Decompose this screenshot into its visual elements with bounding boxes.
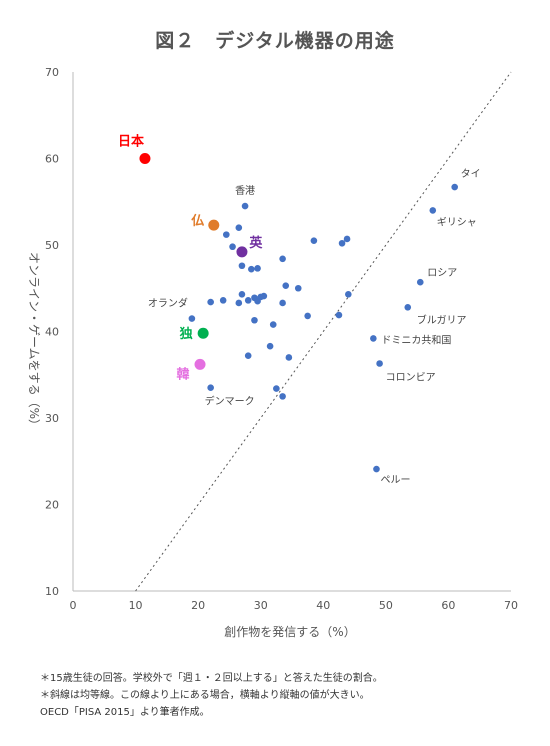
x-tick-label: 10 bbox=[129, 599, 143, 612]
highlight-point bbox=[139, 153, 151, 164]
point-label: オランダ bbox=[148, 297, 188, 310]
footnote-1: ＊15歳生徒の回答。学校外で「週１・２回以上する」と答えた生徒の割合。 bbox=[40, 673, 383, 684]
data-point bbox=[310, 237, 318, 244]
highlight-label: 英 bbox=[248, 235, 263, 251]
point-label: タイ bbox=[461, 168, 481, 180]
data-point bbox=[273, 385, 280, 392]
y-tick-label: 40 bbox=[45, 326, 59, 339]
point-label: コロンビア bbox=[386, 372, 436, 384]
data-point bbox=[282, 282, 290, 289]
data-point bbox=[254, 265, 261, 272]
data-point bbox=[343, 235, 351, 243]
data-point bbox=[404, 303, 412, 311]
source-note: OECD「PISA 2015」より筆者作成。 bbox=[40, 707, 210, 718]
data-point bbox=[279, 393, 286, 400]
data-point bbox=[373, 465, 380, 473]
point-label: ギリシャ bbox=[437, 216, 477, 228]
highlight-point bbox=[197, 327, 209, 339]
data-point bbox=[223, 231, 230, 238]
axes: 0 10 20 30 40 50 60 70 10 20 30 40 50 60 70 創作物を発信する（%）… bbox=[27, 66, 518, 639]
highlight-label: 韓 bbox=[177, 366, 190, 382]
highlight-label: 日本 bbox=[118, 134, 144, 150]
data-point bbox=[238, 291, 246, 298]
data-point bbox=[207, 298, 214, 306]
y-axis-title: オンライン・ゲームをする（%） bbox=[27, 252, 41, 431]
data-point bbox=[370, 335, 377, 342]
y-tick-label: 50 bbox=[45, 239, 59, 252]
data-point bbox=[251, 316, 258, 324]
data-point bbox=[241, 202, 249, 210]
data-point bbox=[376, 360, 383, 367]
data-point bbox=[304, 312, 311, 320]
x-tick-label: 20 bbox=[191, 599, 205, 612]
data-point bbox=[238, 262, 246, 270]
data-point bbox=[451, 183, 458, 191]
data-point bbox=[266, 342, 274, 350]
y-tick-label: 70 bbox=[45, 66, 59, 79]
y-tick-label: 20 bbox=[45, 499, 59, 512]
data-point bbox=[294, 284, 302, 292]
reference-line bbox=[135, 71, 512, 592]
data-point bbox=[235, 224, 243, 231]
x-tick-label: 40 bbox=[316, 599, 330, 612]
data-point bbox=[285, 354, 293, 361]
x-tick-label: 0 bbox=[70, 599, 77, 612]
data-point bbox=[244, 297, 252, 304]
y-tick-label: 60 bbox=[45, 153, 59, 166]
highlight-point bbox=[236, 246, 248, 258]
footnotes: ＊15歳生徒の回答。学校外で「週１・２回以上する」と答えた生徒の割合。 ＊斜線は… bbox=[40, 670, 383, 721]
data-point bbox=[235, 299, 243, 307]
y-tick-label: 10 bbox=[45, 585, 59, 598]
data-point bbox=[254, 297, 261, 305]
data-point bbox=[416, 278, 424, 286]
data-point bbox=[260, 292, 268, 300]
data-point bbox=[207, 384, 214, 392]
x-tick-label: 50 bbox=[379, 599, 393, 612]
data-point bbox=[229, 243, 236, 251]
data-point bbox=[219, 297, 227, 304]
highlight-point bbox=[208, 219, 220, 231]
highlight-label: 仏 bbox=[191, 214, 204, 229]
x-tick-label: 60 bbox=[441, 599, 455, 612]
chart-title: 図２ デジタル機器の用途 bbox=[155, 30, 395, 52]
point-label: デンマーク bbox=[205, 395, 255, 408]
chart-points bbox=[139, 153, 458, 473]
point-label: ペルー bbox=[380, 475, 410, 486]
data-point bbox=[345, 291, 352, 298]
x-tick-label: 30 bbox=[254, 599, 268, 612]
data-point bbox=[188, 315, 196, 322]
y-tick-label: 30 bbox=[45, 412, 59, 425]
data-point bbox=[244, 352, 252, 360]
highlight-label: 独 bbox=[180, 326, 193, 342]
data-point bbox=[335, 311, 343, 319]
point-label: 香港 bbox=[235, 185, 255, 197]
point-label: ロシア bbox=[427, 268, 457, 279]
x-axis-title: 創作物を発信する（%） bbox=[224, 625, 355, 639]
data-point bbox=[279, 299, 286, 307]
data-point bbox=[248, 265, 255, 273]
data-point bbox=[429, 207, 437, 214]
point-label: ドミニカ共和国 bbox=[381, 334, 451, 346]
highlight-point bbox=[194, 358, 206, 370]
point-label: ブルガリア bbox=[417, 313, 467, 326]
equality-line bbox=[135, 71, 512, 592]
data-point bbox=[279, 255, 286, 263]
data-point bbox=[269, 321, 277, 328]
data-point bbox=[338, 239, 346, 247]
scatter-chart: 0 10 20 30 40 50 60 70 10 20 30 40 50 60 70 創作物を発信する（%）… bbox=[27, 66, 518, 639]
x-tick-label: 70 bbox=[504, 599, 518, 612]
footnote-2: ＊斜線は均等線。この線より上にある場合，横軸より縦軸の値が大きい。 bbox=[40, 690, 370, 701]
